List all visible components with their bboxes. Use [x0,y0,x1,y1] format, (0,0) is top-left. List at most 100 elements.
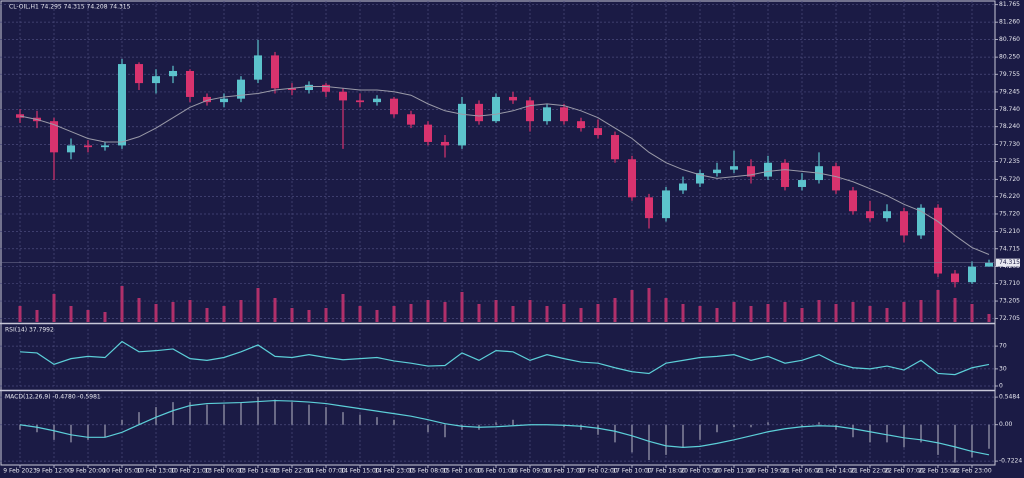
candle-body [492,96,500,122]
candle-body [339,91,347,101]
candle-body [594,128,602,136]
candle-body [730,166,738,170]
macd-signal-line [19,399,990,456]
x-tick-label: 17 Feb 18:00 [646,468,686,475]
x-tick-label: 20 Feb 11:00 [714,468,754,475]
candle-body [237,79,245,99]
moving-average-line [19,86,990,255]
candle-body [509,96,517,101]
candle-body [747,166,755,177]
x-tick-label: 16 Feb 01:00 [476,468,516,475]
y-tick-label: 74.715 [999,245,1020,252]
x-tick-label: 14 Feb 23:00 [374,468,414,475]
rsi-title: RSI(14) 37.7992 [5,327,54,334]
candle-body [628,159,636,198]
candle-body [441,141,449,146]
y-tick-label: 81.260 [999,19,1020,26]
candle-body [849,190,857,212]
x-tick-label: 10 Feb 21:00 [170,468,210,475]
x-tick-label: 17 Feb 02:00 [578,468,618,475]
candle-body [543,107,551,122]
candle-body [67,145,75,153]
x-tick-label: 14 Feb 15:00 [340,468,380,475]
x-tick-label: 15 Feb 08:00 [408,468,448,475]
x-tick-label: 21 Feb 22:00 [850,468,890,475]
candle-body [186,70,194,97]
y-tick-label: 77.235 [999,158,1020,165]
candle-body [798,180,806,187]
x-tick-label: 13 Feb 14:00 [238,468,278,475]
candle-body [900,211,908,236]
y-tick-label: 81.765 [999,1,1020,8]
candle-body [985,262,993,267]
x-tick-label: 20 Feb 03:00 [680,468,720,475]
candle-body [764,162,772,177]
candle-body [169,70,177,77]
candle-body [713,169,721,174]
candle-body [203,96,211,103]
candle-body [866,211,874,219]
candle-body [577,121,585,129]
x-tick-label: 21 Feb 14:00 [816,468,856,475]
y-tick-label: 76.220 [999,193,1020,200]
candle-body [407,114,415,125]
candle-body [934,207,942,274]
y-tick-label: 78.240 [999,123,1020,130]
x-tick-label: 9 Feb 20:00 [70,468,106,475]
y-tick-label: 79.755 [999,71,1020,78]
candle-body [390,98,398,115]
x-tick-label: 20 Feb 19:00 [748,468,788,475]
candle-body [781,162,789,187]
x-tick-label: 14 Feb 07:00 [306,468,346,475]
rsi-line [19,340,990,376]
x-tick-label: 9 Feb 2023 [3,468,37,475]
candle-body [526,100,534,122]
candle-body [560,107,568,122]
chart-title: CL-OIL,H1 74.295 74.315 74.208 74.315 [9,4,131,11]
y-tick-label: 80.760 [999,36,1020,43]
candle-body [84,145,92,148]
y-tick-label: 72.705 [999,315,1020,322]
candle-body [611,135,619,160]
y-tick-label: 79.245 [999,88,1020,95]
x-tick-label: 16 Feb 09:00 [510,468,550,475]
candle-body [696,173,704,184]
x-tick-label: 9 Feb 12:00 [36,468,72,475]
candle-body [968,266,976,283]
candle-body [917,207,925,236]
candle-body [662,190,670,219]
macd-title: MACD(12,26,9) -0.4780 -0.5981 [5,394,101,401]
x-tick-label: 16 Feb 17:00 [544,468,584,475]
candle-body [101,145,109,148]
y-tick-label: 76.720 [999,176,1020,183]
y-tick-label: 73.710 [999,280,1020,287]
last-price-box [996,258,1020,267]
x-tick-label: 10 Feb 13:00 [136,468,176,475]
y-tick-label: 73.205 [999,298,1020,305]
candle-body [50,121,58,153]
candle-body [883,211,891,219]
x-tick-label: 21 Feb 06:00 [782,468,822,475]
x-tick-label: 22 Feb 07:00 [884,468,924,475]
x-tick-label: 22 Feb 15:00 [918,468,958,475]
candle-body [305,84,313,91]
x-tick-label: 15 Feb 16:00 [442,468,482,475]
candle-body [679,183,687,191]
candle-body [356,100,364,103]
plot-frame [0,0,996,466]
candle-body [458,103,466,146]
y-tick-label: 0.5484 [999,394,1020,401]
y-tick-label: 77.730 [999,141,1020,148]
y-tick-label: 80.250 [999,54,1020,61]
y-tick-label: 0 [999,383,1003,390]
candle-body [220,98,228,103]
x-tick-label: 13 Feb 06:00 [204,468,244,475]
candle-body [951,273,959,283]
y-tick-label: 30 [999,365,1007,372]
x-tick-label: 10 Feb 05:00 [102,468,142,475]
y-tick-label: 70 [999,343,1007,350]
y-tick-label: 75.210 [999,228,1020,235]
